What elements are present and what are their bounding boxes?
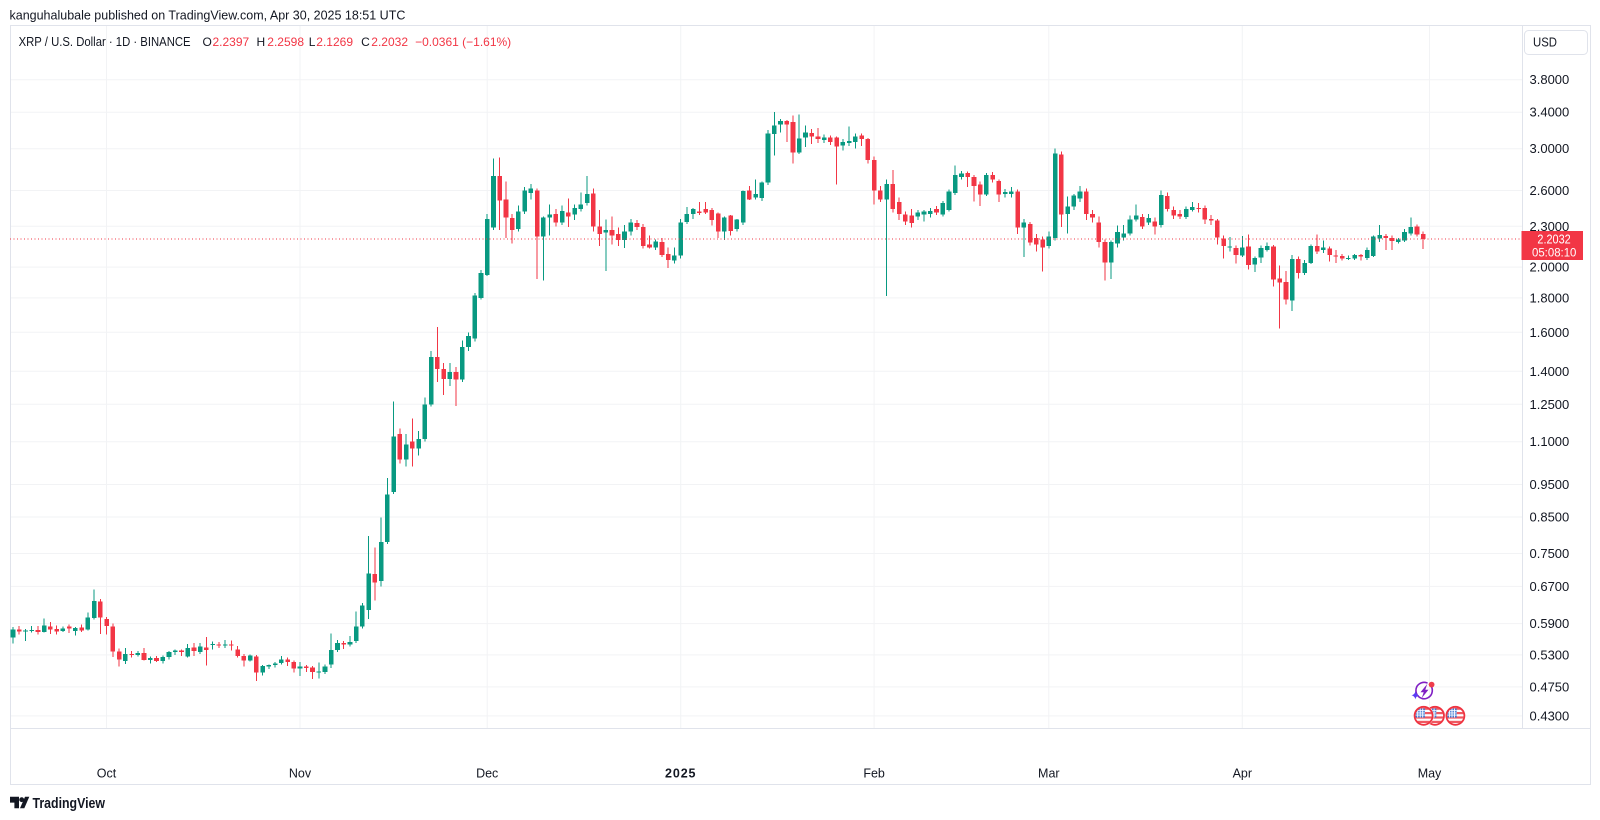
svg-text:USD: USD [1533, 36, 1557, 50]
svg-text:2.6000: 2.6000 [1530, 183, 1570, 198]
svg-text:0.9500: 0.9500 [1530, 477, 1570, 492]
svg-text:2.0000: 2.0000 [1530, 260, 1570, 275]
svg-text:Mar: Mar [1038, 767, 1060, 781]
svg-text:0.4750: 0.4750 [1530, 679, 1570, 694]
svg-text:2025: 2025 [665, 767, 696, 781]
svg-text:2.2032: 2.2032 [1537, 233, 1570, 247]
svg-text:0.6700: 0.6700 [1530, 579, 1570, 594]
svg-text:1.1000: 1.1000 [1530, 434, 1570, 449]
svg-text:0.5900: 0.5900 [1530, 616, 1570, 631]
svg-text:0.5300: 0.5300 [1530, 647, 1570, 662]
svg-text:1.6000: 1.6000 [1530, 325, 1570, 340]
svg-text:1.8000: 1.8000 [1530, 290, 1570, 305]
svg-text:XRP / U.S. Dollar · 1D · BINAN: XRP / U.S. Dollar · 1D · BINANCE [19, 35, 191, 49]
svg-text:Feb: Feb [863, 767, 885, 781]
svg-text:May: May [1418, 767, 1442, 781]
svg-text:0.8500: 0.8500 [1530, 510, 1570, 525]
svg-text:1.2500: 1.2500 [1530, 397, 1570, 412]
svg-text:Dec: Dec [476, 767, 498, 781]
svg-text:3.8000: 3.8000 [1530, 72, 1570, 87]
svg-text:kanguhalubale published on Tra: kanguhalubale published on TradingView.c… [10, 9, 406, 23]
svg-text:Oct: Oct [97, 767, 117, 781]
svg-text:0.4300: 0.4300 [1530, 708, 1570, 723]
svg-text:2.3000: 2.3000 [1530, 219, 1570, 234]
svg-text:05:08:10: 05:08:10 [1532, 245, 1577, 259]
svg-text:3.0000: 3.0000 [1530, 141, 1570, 156]
svg-text:Nov: Nov [289, 767, 312, 781]
svg-text:1.4000: 1.4000 [1530, 364, 1570, 379]
svg-text:TradingView: TradingView [33, 796, 106, 812]
svg-text:Apr: Apr [1233, 767, 1252, 781]
svg-text:3.4000: 3.4000 [1530, 105, 1570, 120]
svg-text:0.7500: 0.7500 [1530, 546, 1570, 561]
